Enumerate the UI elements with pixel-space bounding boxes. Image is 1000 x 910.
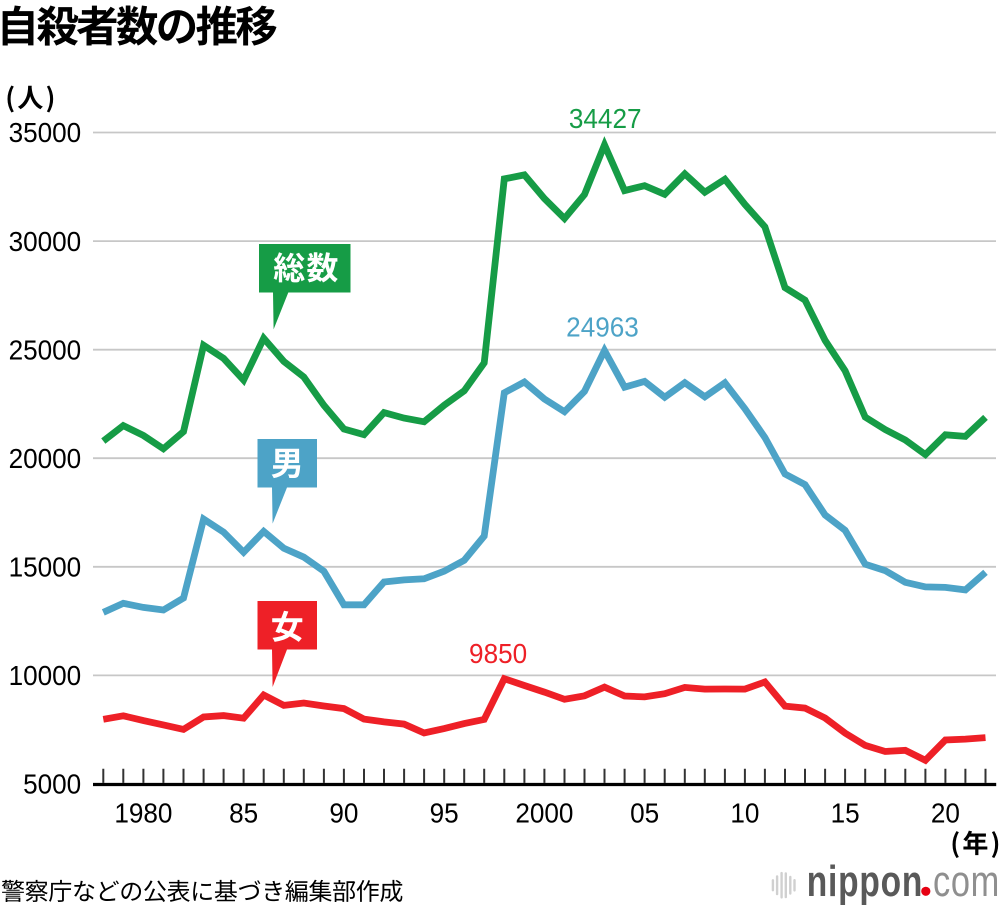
svg-text:25000: 25000: [9, 335, 82, 366]
svg-text:24963: 24963: [566, 312, 639, 343]
svg-text:9850: 9850: [469, 638, 527, 669]
svg-text:10000: 10000: [9, 661, 82, 692]
svg-text:10: 10: [730, 798, 759, 829]
svg-text:5000: 5000: [23, 769, 81, 800]
svg-text:com: com: [933, 857, 1000, 906]
svg-text:2000: 2000: [515, 798, 573, 829]
svg-text:20: 20: [931, 798, 960, 829]
svg-text:05: 05: [630, 798, 659, 829]
svg-text:30000: 30000: [9, 226, 82, 257]
svg-text:95: 95: [430, 798, 459, 829]
svg-text:15000: 15000: [9, 552, 82, 583]
svg-text:1980: 1980: [114, 798, 172, 829]
svg-text:35000: 35000: [9, 118, 82, 149]
svg-text:nippon: nippon: [807, 858, 923, 906]
svg-text:34427: 34427: [569, 104, 642, 135]
svg-text:20000: 20000: [9, 443, 82, 474]
svg-text:90: 90: [329, 798, 358, 829]
svg-text:15: 15: [831, 798, 860, 829]
svg-text:85: 85: [229, 798, 258, 829]
